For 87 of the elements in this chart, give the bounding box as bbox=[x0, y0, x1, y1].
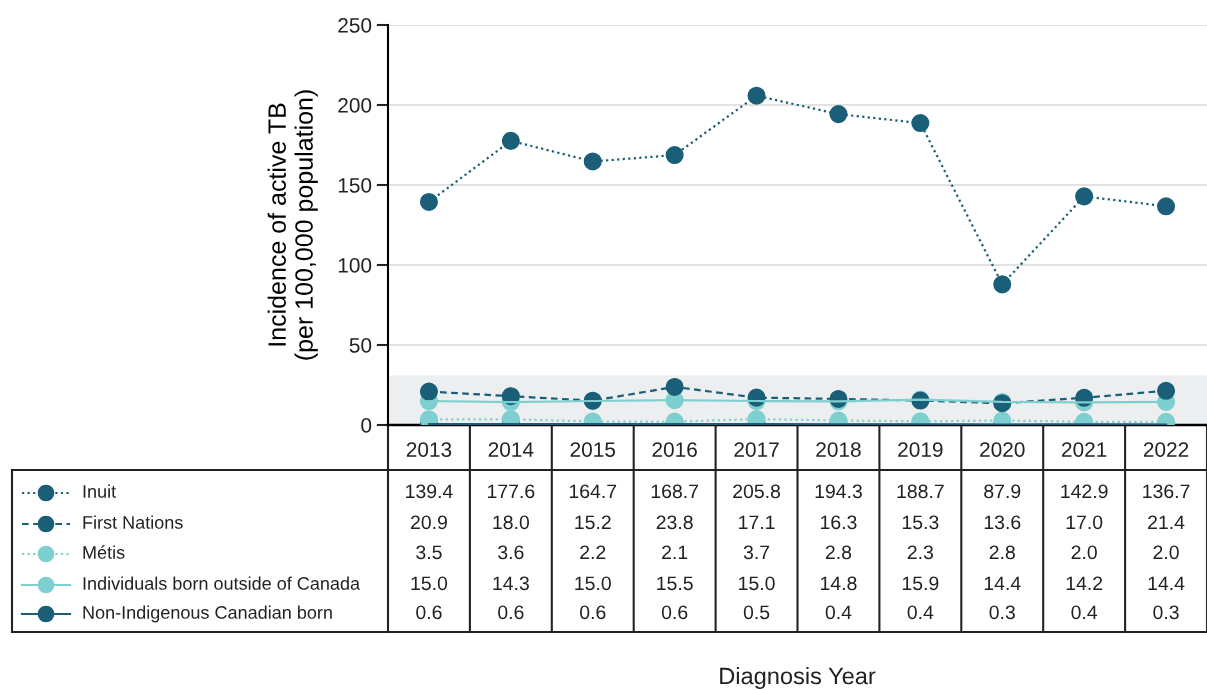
legend-label: Métis bbox=[83, 545, 125, 559]
data-label: 15.0 bbox=[411, 576, 448, 591]
y-tick-label: 0 bbox=[361, 418, 372, 433]
data-label: 17.1 bbox=[739, 515, 775, 530]
y-tick-label: 150 bbox=[338, 178, 372, 193]
y-tick-label: 50 bbox=[349, 338, 372, 353]
data-label: 15.2 bbox=[575, 515, 611, 530]
data-label: 205.8 bbox=[733, 484, 781, 499]
point bbox=[829, 105, 848, 124]
data-label: 2.0 bbox=[1071, 545, 1097, 560]
data-label: 2.8 bbox=[825, 545, 852, 560]
data-label: 168.7 bbox=[651, 484, 699, 499]
legend-label: Inuit bbox=[83, 484, 116, 498]
x-tick-label: 2014 bbox=[488, 442, 534, 457]
x-tick-label: 2013 bbox=[406, 442, 452, 457]
data-label: 17.0 bbox=[1066, 515, 1103, 530]
data-label: 87.9 bbox=[984, 484, 1021, 499]
data-label: 0.4 bbox=[907, 605, 934, 620]
data-label: 142.9 bbox=[1061, 484, 1108, 499]
legend-label: First Nations bbox=[83, 515, 183, 529]
point bbox=[501, 131, 520, 150]
data-label: 0.4 bbox=[1071, 605, 1098, 620]
data-label: 15.3 bbox=[902, 515, 939, 530]
point bbox=[665, 146, 684, 165]
data-label: 14.4 bbox=[984, 576, 1021, 591]
data-label: 2.3 bbox=[907, 545, 934, 560]
data-label: 0.6 bbox=[416, 605, 442, 620]
data-label: 0.6 bbox=[498, 605, 524, 620]
x-tick-label: 2016 bbox=[652, 442, 697, 457]
text: Diagnosis Year bbox=[720, 666, 876, 690]
x-tick-label: 2018 bbox=[816, 442, 861, 457]
data-label: 23.8 bbox=[656, 515, 693, 530]
data-label: 15.5 bbox=[657, 576, 693, 591]
data-label: 2.1 bbox=[662, 545, 688, 560]
x-tick-label: 2017 bbox=[734, 442, 779, 457]
point bbox=[1157, 381, 1176, 400]
data-label: 14.8 bbox=[821, 576, 857, 591]
point bbox=[419, 382, 438, 401]
data-label: 139.4 bbox=[406, 484, 453, 499]
data-label: 14.3 bbox=[493, 576, 529, 591]
data-label: 177.6 bbox=[488, 484, 535, 499]
data-label: 15.0 bbox=[575, 576, 611, 591]
x-tick-label: 2020 bbox=[980, 442, 1025, 457]
data-label: 14.2 bbox=[1066, 576, 1103, 591]
data-label: 14.4 bbox=[1148, 576, 1185, 591]
data-label: 164.7 bbox=[569, 484, 617, 499]
data-label: 136.7 bbox=[1143, 484, 1190, 499]
data-label: 3.6 bbox=[498, 545, 524, 560]
legend-label: Non-Indigenous Canadian born bbox=[83, 605, 332, 623]
data-label: 3.7 bbox=[743, 545, 770, 560]
data-label: 2.0 bbox=[1153, 545, 1179, 560]
data-label: 0.3 bbox=[1153, 605, 1179, 620]
data-label: 15.9 bbox=[902, 576, 939, 591]
x-tick-label: 2021 bbox=[1062, 442, 1107, 457]
point bbox=[665, 377, 684, 396]
y-tick-label: 200 bbox=[338, 98, 372, 113]
data-label: 2.8 bbox=[989, 545, 1015, 560]
data-label: 194.3 bbox=[815, 484, 862, 499]
data-label: 188.7 bbox=[897, 484, 944, 499]
y-tick-label: 250 bbox=[338, 18, 372, 33]
point bbox=[1157, 197, 1176, 216]
y-axis-title: Incidence of active TB (per 100,000 population) bbox=[267, 90, 318, 360]
data-label: 2.2 bbox=[580, 545, 606, 560]
point bbox=[419, 192, 438, 211]
data-label: 0.4 bbox=[825, 605, 852, 620]
x-tick-label: 2022 bbox=[1143, 442, 1189, 457]
x-tick-label: 2019 bbox=[898, 442, 943, 457]
data-label: 15.0 bbox=[739, 576, 775, 591]
data-label: 0.5 bbox=[743, 605, 770, 620]
data-label: 3.5 bbox=[416, 545, 442, 560]
point bbox=[419, 410, 438, 425]
y-tick-label: 100 bbox=[338, 258, 372, 273]
data-label: 21.4 bbox=[1148, 515, 1185, 530]
data-label: 0.3 bbox=[989, 605, 1015, 620]
data-label: 20.9 bbox=[411, 515, 447, 530]
legend-label: Individuals born outside of Canada bbox=[83, 576, 361, 590]
x-tick-label: 2015 bbox=[570, 442, 616, 457]
point bbox=[583, 152, 602, 171]
data-label: 0.6 bbox=[661, 605, 688, 620]
data-label: 13.6 bbox=[984, 515, 1021, 530]
point bbox=[911, 114, 930, 133]
point bbox=[993, 275, 1012, 294]
data-label: 0.6 bbox=[580, 605, 606, 620]
data-label: 16.3 bbox=[821, 515, 857, 530]
point bbox=[747, 86, 766, 105]
point bbox=[1075, 187, 1094, 206]
data-label: 18.0 bbox=[493, 515, 530, 530]
